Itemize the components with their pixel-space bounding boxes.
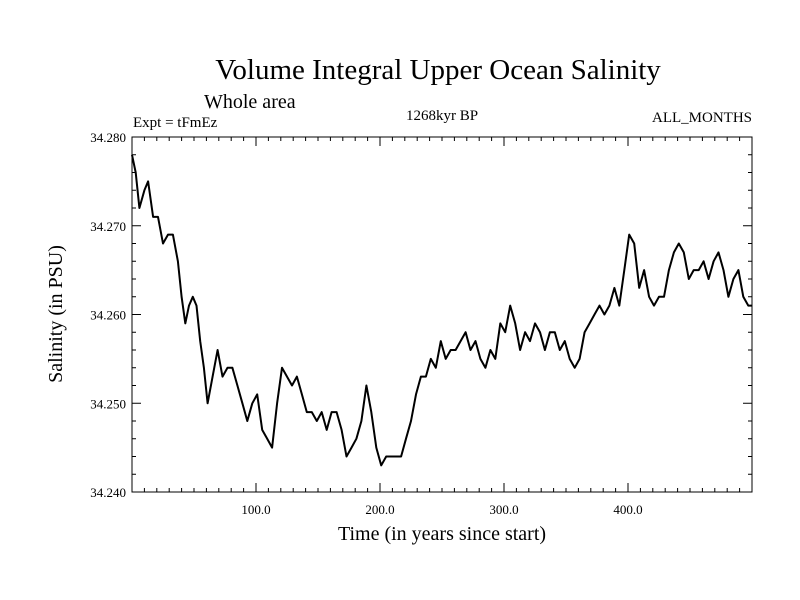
chart-title: Volume Integral Upper Ocean Salinity	[215, 54, 661, 86]
x-axis-label: Time (in years since start)	[338, 523, 546, 545]
months-label: ALL_MONTHS	[652, 110, 752, 126]
salinity-series-line	[131, 154, 752, 467]
y-tick-label: 34.270	[90, 219, 126, 234]
x-tick-label: 300.0	[489, 502, 518, 517]
y-tick-label: 34.260	[90, 308, 126, 323]
y-axis-label: Salinity (in PSU)	[45, 245, 67, 383]
x-tick-label: 200.0	[365, 502, 394, 517]
y-tick-label: 34.250	[90, 396, 126, 411]
period-label: 1268kyr BP	[406, 108, 478, 124]
tick-group	[132, 137, 752, 492]
experiment-label: Expt = tFmEz	[133, 115, 218, 131]
plot-frame	[131, 136, 753, 493]
tick-label-group: 100.0 200.0 300.0 400.0 34.240 34.250 34.260 34…	[90, 130, 642, 517]
y-tick-label: 34.240	[90, 485, 126, 500]
x-tick-label: 100.0	[241, 502, 270, 517]
y-tick-label: 34.280	[90, 130, 126, 145]
x-tick-label: 400.0	[613, 502, 642, 517]
chart-subtitle: Whole area	[204, 91, 296, 113]
